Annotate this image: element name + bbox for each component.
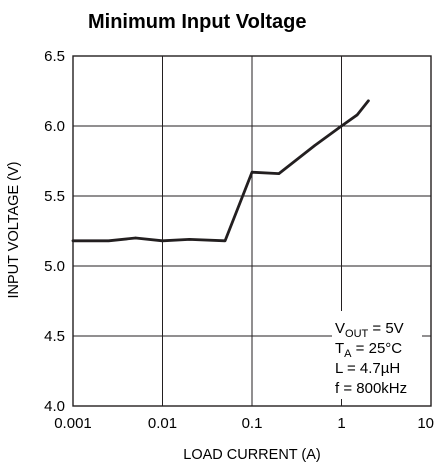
- y-tick-labels: 4.0 4.5 5.0 5.5 6.0 6.5: [44, 48, 65, 415]
- conditions-annotation: VOUT = 5V TA = 25°C L = 4.7µH f = 800kHz: [335, 320, 407, 397]
- y-tick-label: 4.5: [44, 328, 65, 345]
- data-point: [107, 239, 110, 242]
- data-point: [223, 239, 227, 242]
- y-tick-label: 5.0: [44, 258, 65, 275]
- data-points: [71, 99, 370, 242]
- y-tick-label: 6.5: [44, 48, 65, 65]
- x-tick-labels: 0.001 0.01 0.1 1 10: [54, 415, 434, 432]
- plot-frame: [72, 55, 432, 407]
- y-tick-label: 5.5: [44, 188, 65, 205]
- x-tick-label: 0.01: [148, 415, 177, 432]
- data-point: [356, 113, 359, 117]
- data-point: [367, 99, 370, 103]
- data-point: [134, 236, 137, 240]
- data-point: [161, 239, 164, 242]
- data-point: [71, 239, 75, 242]
- y-tick-label: 6.0: [44, 118, 65, 135]
- x-axis-label: LOAD CURRENT (A): [183, 447, 321, 463]
- y-axis-label: INPUT VOLTAGE (V): [6, 162, 22, 299]
- series-line: [71, 99, 370, 243]
- x-tick-label: 10: [417, 415, 434, 432]
- x-tick-label: 0.001: [54, 415, 92, 432]
- data-point: [250, 171, 254, 174]
- x-tick-label: 0.1: [242, 415, 263, 432]
- chart-title: Minimum Input Voltage: [88, 11, 307, 33]
- annotation-vout: VOUT = 5V: [335, 320, 404, 340]
- data-point: [340, 124, 343, 128]
- annotation-inductance: L = 4.7µH: [335, 360, 400, 377]
- x-tick-label: 1: [337, 415, 345, 432]
- annotation-background: [332, 311, 422, 399]
- data-point: [188, 238, 191, 241]
- annotation-ta: TA = 25°C: [335, 340, 402, 360]
- data-point: [277, 172, 281, 175]
- annotation-frequency: f = 800kHz: [335, 380, 407, 397]
- y-tick-label: 4.0: [44, 398, 65, 415]
- data-point: [313, 144, 316, 147]
